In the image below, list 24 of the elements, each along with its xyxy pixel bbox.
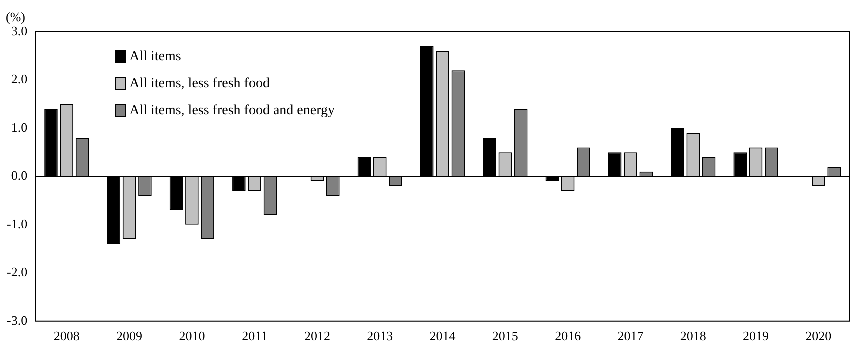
x-tick-label: 2008	[54, 328, 80, 344]
legend-label: All items, less fresh food and energy	[130, 104, 335, 119]
y-axis-title: (%)	[6, 9, 26, 24]
x-tick-label: 2009	[116, 328, 143, 344]
y-tick-label: -3.0	[6, 312, 28, 328]
x-tick-label: 2012	[304, 328, 330, 344]
x-tick-label: 2013	[367, 328, 394, 344]
y-tick-label: 0.0	[11, 168, 28, 184]
x-tick-label: 2017	[618, 328, 644, 344]
x-tick-label: 2010	[179, 328, 206, 344]
legend-label: All items	[130, 50, 182, 65]
x-tick-label: 2014	[430, 328, 456, 344]
y-tick-label: 2.0	[11, 72, 28, 87]
x-tick-label: 2020	[806, 328, 832, 344]
x-tick-label: 2011	[242, 328, 268, 344]
x-tick-label: 2018	[680, 328, 706, 344]
x-tick-label: 2015	[492, 328, 518, 344]
y-tick-label: -1.0	[6, 216, 28, 232]
legend-label: All items, less fresh food	[130, 76, 270, 92]
y-tick-label: 3.0	[11, 23, 28, 38]
x-tick-label: 2016	[555, 328, 582, 344]
y-tick-label: -2.0	[6, 264, 28, 280]
x-tick-label: 2019	[743, 328, 770, 344]
y-tick-label: 1.0	[11, 120, 28, 135]
